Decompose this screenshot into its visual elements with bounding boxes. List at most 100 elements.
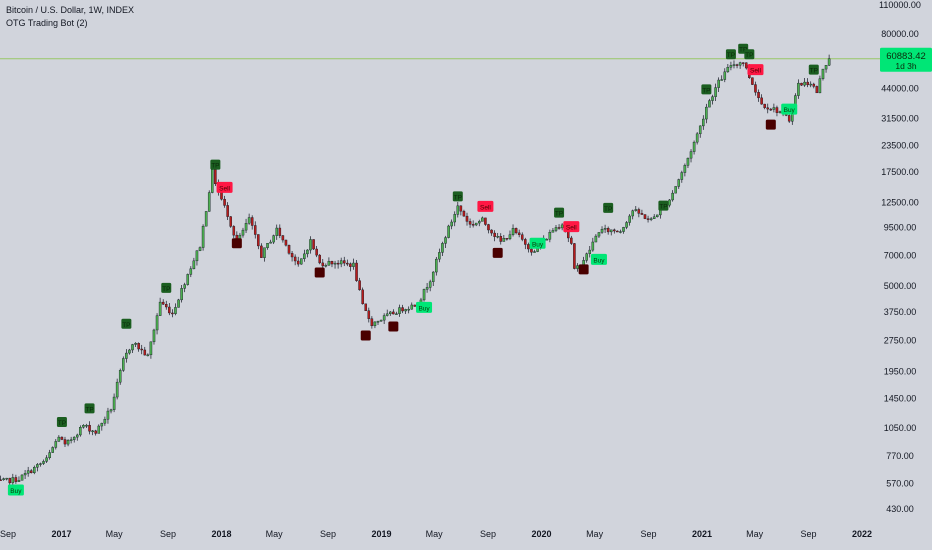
signal-tp-marker[interactable] xyxy=(808,64,819,75)
candle[interactable] xyxy=(342,260,346,264)
candle[interactable] xyxy=(140,348,143,351)
candle[interactable] xyxy=(554,227,558,231)
candle[interactable] xyxy=(287,245,291,254)
candle[interactable] xyxy=(548,232,552,240)
candle[interactable] xyxy=(143,349,147,356)
candle[interactable] xyxy=(410,304,414,310)
signal-tp-marker[interactable] xyxy=(701,84,712,95)
candle[interactable] xyxy=(66,440,70,445)
candle[interactable] xyxy=(48,452,51,459)
candle[interactable] xyxy=(309,239,312,251)
candle[interactable] xyxy=(487,224,490,231)
candle[interactable] xyxy=(333,262,337,265)
candle[interactable] xyxy=(683,165,687,173)
candle[interactable] xyxy=(327,261,331,266)
candle[interactable] xyxy=(471,224,475,226)
candle[interactable] xyxy=(11,477,15,484)
candle[interactable] xyxy=(290,253,294,258)
candle[interactable] xyxy=(20,474,24,481)
candle[interactable] xyxy=(827,58,831,66)
signal-tp-marker[interactable] xyxy=(56,416,67,427)
candle[interactable] xyxy=(315,248,318,256)
signal-stop-marker[interactable] xyxy=(492,247,503,258)
candle[interactable] xyxy=(336,262,340,265)
candle[interactable] xyxy=(241,229,245,236)
candle[interactable] xyxy=(358,280,361,291)
candle[interactable] xyxy=(717,79,720,88)
candle[interactable] xyxy=(628,215,631,223)
candle[interactable] xyxy=(726,67,730,73)
candle[interactable] xyxy=(689,151,693,159)
candle[interactable] xyxy=(45,457,48,462)
candle[interactable] xyxy=(103,418,107,424)
candle[interactable] xyxy=(643,214,647,219)
candle[interactable] xyxy=(125,352,128,359)
candle[interactable] xyxy=(735,64,739,66)
candle[interactable] xyxy=(671,192,674,201)
candle[interactable] xyxy=(367,310,371,319)
candle[interactable] xyxy=(797,82,800,96)
candle[interactable] xyxy=(806,81,809,86)
candle[interactable] xyxy=(778,111,782,113)
candle[interactable] xyxy=(674,186,677,194)
candle[interactable] xyxy=(622,227,625,232)
signal-stop-marker[interactable] xyxy=(360,330,371,341)
candle[interactable] xyxy=(324,264,328,267)
indicator-name[interactable]: OTG Trading Bot (2) xyxy=(6,18,88,28)
candle[interactable] xyxy=(88,424,91,432)
candle[interactable] xyxy=(744,62,748,69)
candle[interactable] xyxy=(82,425,85,428)
candle[interactable] xyxy=(800,82,803,86)
candle[interactable] xyxy=(118,370,122,383)
candle[interactable] xyxy=(0,479,2,481)
candle[interactable] xyxy=(606,228,610,233)
signal-buy-marker[interactable] xyxy=(416,301,433,313)
candle[interactable] xyxy=(137,343,140,350)
candle[interactable] xyxy=(450,221,453,227)
candle[interactable] xyxy=(260,245,263,258)
candle[interactable] xyxy=(370,318,374,327)
symbol-title[interactable]: Bitcoin / U.S. Dollar, 1W, INDEX xyxy=(6,5,135,15)
candle[interactable] xyxy=(174,307,177,314)
candle[interactable] xyxy=(269,241,272,244)
candle[interactable] xyxy=(560,224,564,229)
candle[interactable] xyxy=(573,243,576,269)
candle[interactable] xyxy=(600,229,604,233)
candle[interactable] xyxy=(339,260,343,265)
candle[interactable] xyxy=(815,86,819,94)
candle[interactable] xyxy=(751,77,754,85)
candle[interactable] xyxy=(447,225,450,238)
candle[interactable] xyxy=(85,424,88,427)
candle[interactable] xyxy=(462,210,466,217)
candle[interactable] xyxy=(379,319,383,322)
candle[interactable] xyxy=(545,238,549,241)
candle[interactable] xyxy=(698,125,702,135)
signal-tp-marker[interactable] xyxy=(725,49,736,60)
candle[interactable] xyxy=(738,62,742,66)
signal-buy-marker[interactable] xyxy=(590,253,607,265)
candle[interactable] xyxy=(818,78,822,94)
candle[interactable] xyxy=(431,271,435,282)
candle[interactable] xyxy=(318,254,321,264)
candle[interactable] xyxy=(51,447,54,453)
candle[interactable] xyxy=(517,232,521,235)
signal-stop-marker[interactable] xyxy=(765,119,776,130)
candle[interactable] xyxy=(189,268,193,275)
candle[interactable] xyxy=(520,234,524,240)
candle[interactable] xyxy=(250,217,254,226)
candle[interactable] xyxy=(652,216,656,219)
signal-tp-marker[interactable] xyxy=(121,318,132,329)
candle[interactable] xyxy=(149,341,153,356)
candle[interactable] xyxy=(438,252,441,260)
candle[interactable] xyxy=(232,226,236,236)
candle[interactable] xyxy=(5,477,8,480)
signal-tp-marker[interactable] xyxy=(744,49,755,60)
candle[interactable] xyxy=(94,430,97,434)
candle[interactable] xyxy=(122,358,125,371)
candle[interactable] xyxy=(293,256,297,262)
candle[interactable] xyxy=(79,427,82,436)
candle[interactable] xyxy=(732,64,736,66)
candle[interactable] xyxy=(723,71,727,80)
candle[interactable] xyxy=(330,261,334,265)
signal-stop-marker[interactable] xyxy=(388,321,399,332)
